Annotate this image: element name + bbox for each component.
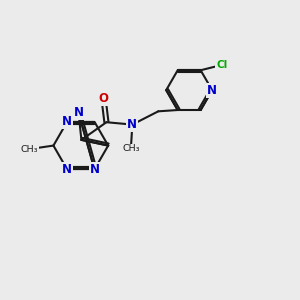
Text: N: N: [207, 84, 217, 97]
Text: CH₃: CH₃: [122, 144, 140, 153]
Text: O: O: [98, 92, 109, 105]
Text: CH₃: CH₃: [20, 145, 38, 154]
Text: N: N: [62, 116, 72, 128]
Text: N: N: [74, 106, 83, 119]
Text: N: N: [62, 163, 72, 176]
Text: N: N: [89, 163, 100, 176]
Text: Cl: Cl: [216, 60, 227, 70]
Text: N: N: [127, 118, 137, 131]
